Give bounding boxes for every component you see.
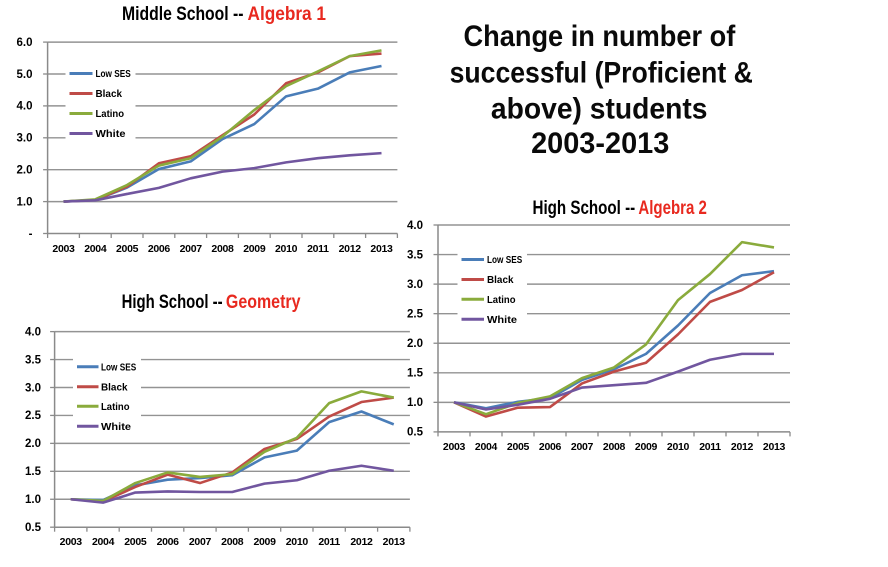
svg-text:4.0: 4.0 (407, 220, 423, 232)
svg-text:2012: 2012 (731, 441, 754, 453)
svg-text:2003: 2003 (52, 243, 75, 255)
svg-text:Low SES: Low SES (487, 255, 522, 266)
svg-text:2007: 2007 (571, 441, 594, 453)
svg-text:2012: 2012 (339, 243, 362, 255)
svg-text:2009: 2009 (253, 536, 276, 548)
svg-text:Change in number of: Change in number of (464, 20, 737, 53)
svg-text:4.0: 4.0 (17, 101, 33, 113)
svg-text:2011: 2011 (307, 243, 329, 255)
svg-text:4.0: 4.0 (25, 326, 41, 338)
svg-text:Black: Black (101, 382, 128, 393)
svg-text:2004: 2004 (84, 243, 107, 255)
svg-text:Low SES: Low SES (96, 69, 131, 80)
svg-text:Black: Black (487, 275, 514, 286)
svg-text:2006: 2006 (157, 536, 180, 548)
svg-text:successful (Proficient &: successful (Proficient & (450, 56, 753, 89)
svg-text:Middle School --: Middle School -- (122, 4, 244, 25)
svg-text:2004: 2004 (92, 536, 115, 548)
svg-text:1.0: 1.0 (25, 494, 41, 506)
svg-text:2013: 2013 (370, 243, 393, 255)
svg-text:Black: Black (96, 89, 123, 100)
svg-text:2004: 2004 (475, 441, 498, 453)
svg-text:Latino: Latino (487, 295, 516, 306)
svg-text:Algebra 2: Algebra 2 (638, 198, 707, 219)
svg-text:1.5: 1.5 (407, 368, 424, 380)
svg-text:3.0: 3.0 (407, 279, 423, 291)
svg-text:2005: 2005 (507, 441, 530, 453)
svg-text:2.5: 2.5 (25, 410, 42, 422)
svg-text:White: White (487, 315, 517, 326)
svg-text:2010: 2010 (275, 243, 298, 255)
svg-text:above) students: above) students (491, 92, 708, 125)
svg-text:Geometry: Geometry (226, 292, 301, 313)
svg-text:2005: 2005 (124, 536, 147, 548)
svg-text:3.0: 3.0 (25, 382, 41, 394)
svg-text:White: White (96, 129, 126, 140)
svg-text:2007: 2007 (180, 243, 203, 255)
svg-text:High School --: High School -- (122, 292, 223, 313)
svg-text:2.0: 2.0 (17, 165, 33, 177)
svg-text:2013: 2013 (383, 536, 406, 548)
svg-text:2006: 2006 (539, 441, 562, 453)
svg-text:2012: 2012 (350, 536, 373, 548)
svg-text:2007: 2007 (189, 536, 212, 548)
svg-text:3.5: 3.5 (407, 249, 424, 261)
svg-text:2008: 2008 (603, 441, 626, 453)
svg-text:5.0: 5.0 (17, 69, 33, 81)
svg-text:Low SES: Low SES (101, 362, 136, 373)
svg-text:2005: 2005 (116, 243, 139, 255)
svg-text:High School --: High School -- (533, 198, 636, 219)
svg-text:2.0: 2.0 (407, 338, 423, 350)
svg-text:2003-2013: 2003-2013 (531, 127, 669, 160)
svg-text:-: - (29, 228, 33, 240)
svg-text:2013: 2013 (763, 441, 786, 453)
svg-text:White: White (101, 422, 131, 433)
svg-text:Algebra 1: Algebra 1 (248, 4, 327, 25)
svg-text:0.5: 0.5 (407, 427, 424, 439)
svg-text:2011: 2011 (699, 441, 721, 453)
svg-text:2003: 2003 (60, 536, 83, 548)
svg-text:2.0: 2.0 (25, 438, 41, 450)
svg-text:2010: 2010 (286, 536, 309, 548)
svg-text:2010: 2010 (667, 441, 690, 453)
svg-text:6.0: 6.0 (17, 37, 33, 49)
svg-text:3.0: 3.0 (17, 133, 33, 145)
svg-text:2011: 2011 (318, 536, 340, 548)
svg-text:2009: 2009 (635, 441, 658, 453)
svg-text:2009: 2009 (243, 243, 266, 255)
svg-text:3.5: 3.5 (25, 354, 42, 366)
svg-text:2008: 2008 (221, 536, 244, 548)
svg-text:2006: 2006 (148, 243, 171, 255)
svg-text:Latino: Latino (101, 402, 130, 413)
svg-text:1.0: 1.0 (407, 397, 423, 409)
svg-text:2008: 2008 (211, 243, 234, 255)
svg-text:1.5: 1.5 (25, 466, 42, 478)
svg-text:1.0: 1.0 (17, 196, 33, 208)
svg-text:2.5: 2.5 (407, 308, 424, 320)
svg-text:2003: 2003 (443, 441, 466, 453)
svg-text:Latino: Latino (96, 109, 125, 120)
svg-text:0.5: 0.5 (25, 522, 42, 534)
